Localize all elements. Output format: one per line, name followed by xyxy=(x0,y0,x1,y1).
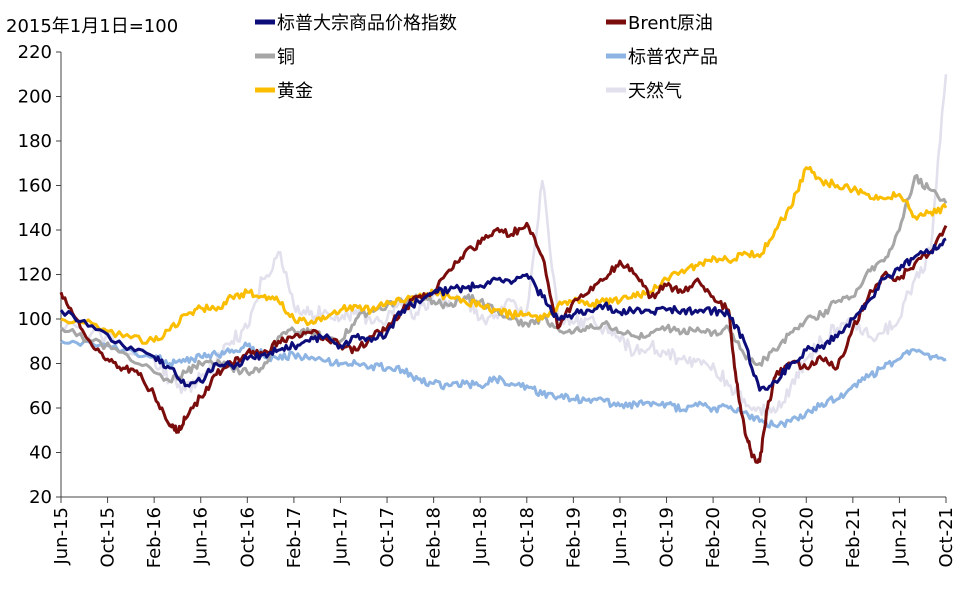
series-line-5 xyxy=(60,74,948,418)
y-tick-label: 80 xyxy=(29,354,52,375)
series-line-0 xyxy=(59,237,947,392)
y-tick-label: 60 xyxy=(29,398,52,419)
legend-label: 标普大宗商品价格指数 xyxy=(277,13,457,34)
legend-label: Brent原油 xyxy=(628,13,713,34)
x-tick-label: Oct-21 xyxy=(936,507,957,568)
x-tick-label: Feb-21 xyxy=(843,507,864,568)
y-tick-label: 40 xyxy=(29,443,52,464)
y-tick-label: 100 xyxy=(18,309,52,330)
legend-label: 标普农产品 xyxy=(628,47,718,68)
y-tick-label: 200 xyxy=(18,87,52,108)
legend-label: 天然气 xyxy=(628,81,682,102)
series-layer xyxy=(59,74,948,464)
x-tick-label: Feb-17 xyxy=(284,507,305,568)
y-tick-label: 140 xyxy=(18,220,52,241)
y-tick-label: 220 xyxy=(18,42,52,63)
legend-label: 黄金 xyxy=(277,81,313,102)
x-tick-label: Feb-20 xyxy=(703,507,724,568)
x-tick-label: Jun-18 xyxy=(470,507,491,566)
x-tick-label: Feb-16 xyxy=(144,507,165,568)
x-tick-label: Oct-20 xyxy=(796,507,817,568)
series-line-1 xyxy=(59,221,948,464)
x-tick-label: Oct-17 xyxy=(377,507,398,568)
legend-label: 铜 xyxy=(277,47,295,68)
x-tick-label: Jun-16 xyxy=(191,507,212,566)
unit-label: 2015年1月1日=100 xyxy=(6,16,178,37)
x-tick-label: Oct-15 xyxy=(98,507,119,568)
axes: 20 40 60 80 100 120 140 160 180 200 220 Jun-15 Oct-1… xyxy=(18,42,957,568)
x-tick-label: Jun-15 xyxy=(51,507,72,566)
x-tick-label: Jun-20 xyxy=(750,507,771,566)
x-tick-label: Jun-17 xyxy=(330,507,351,566)
x-tick-label: Oct-18 xyxy=(517,507,538,568)
x-tick-label: Feb-18 xyxy=(424,507,445,568)
x-tick-label: Oct-16 xyxy=(237,507,258,568)
y-tick-label: 180 xyxy=(18,131,52,152)
series-line-3 xyxy=(60,339,947,429)
series-line-4 xyxy=(60,166,948,345)
x-tick-label: Jun-21 xyxy=(889,507,910,566)
x-tick-label: Feb-19 xyxy=(563,507,584,568)
y-tick-label: 20 xyxy=(29,487,52,508)
x-tick-label: Oct-19 xyxy=(657,507,678,568)
y-tick-label: 120 xyxy=(18,265,52,286)
y-tick-label: 160 xyxy=(18,176,52,197)
x-tick-label: Jun-19 xyxy=(610,507,631,566)
series-line-2 xyxy=(59,174,948,384)
